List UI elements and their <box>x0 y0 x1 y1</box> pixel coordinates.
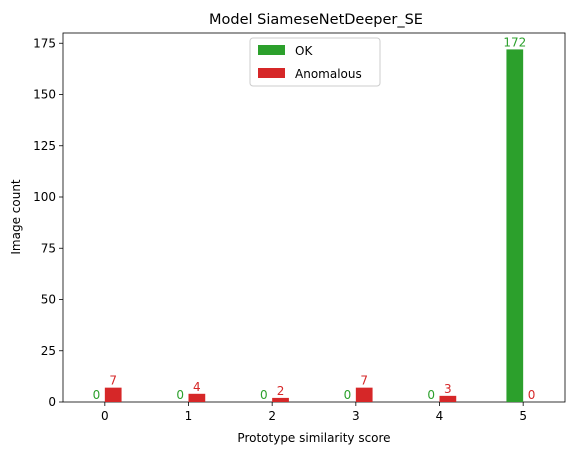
bar-anomalous-1 <box>188 393 206 402</box>
y-tick-label: 150 <box>33 88 56 102</box>
y-tick-label: 75 <box>41 241 56 255</box>
y-tick-label: 0 <box>48 395 56 409</box>
bar-value-label: 3 <box>444 382 452 396</box>
bar-value-label: 0 <box>344 388 352 402</box>
bar-value-label: 0 <box>176 388 184 402</box>
y-axis-label: Image count <box>9 179 23 255</box>
x-tick-label: 2 <box>268 409 276 423</box>
y-tick-label: 125 <box>33 139 56 153</box>
x-tick-label: 5 <box>519 409 527 423</box>
bar-anomalous-0 <box>104 387 122 402</box>
legend-label-anomalous: Anomalous <box>295 67 362 81</box>
x-tick-label: 4 <box>436 409 444 423</box>
bar-value-label: 4 <box>193 380 201 394</box>
y-tick-label: 175 <box>33 36 56 50</box>
legend-swatch-anomalous <box>258 68 285 78</box>
legend: OK Anomalous <box>249 37 381 87</box>
x-tick-label: 0 <box>101 409 109 423</box>
bar-value-label: 0 <box>260 388 268 402</box>
bar-anomalous-4 <box>439 395 457 402</box>
y-tick-label: 100 <box>33 190 56 204</box>
bar-value-label: 0 <box>93 388 101 402</box>
y-tick-label: 50 <box>41 293 56 307</box>
bar-anomalous-3 <box>355 387 373 402</box>
bar-ok-5 <box>506 49 524 403</box>
legend-label-ok: OK <box>295 44 313 58</box>
legend-swatch-ok <box>258 45 285 55</box>
bar-value-label: 0 <box>427 388 435 402</box>
chart-title: Model SiameseNetDeeper_SE <box>209 12 423 28</box>
bar-value-label: 172 <box>503 35 526 49</box>
x-axis-label: Prototype similarity score <box>237 431 390 445</box>
bar-value-label: 0 <box>528 388 536 402</box>
bar-value-label: 7 <box>109 374 117 388</box>
bar-anomalous-2 <box>272 397 289 402</box>
y-tick-label: 25 <box>41 344 56 358</box>
bar-value-label: 2 <box>277 384 285 398</box>
x-tick-label: 1 <box>185 409 193 423</box>
bar-value-label: 7 <box>360 374 368 388</box>
plot-frame <box>62 32 566 403</box>
x-tick-label: 3 <box>352 409 360 423</box>
